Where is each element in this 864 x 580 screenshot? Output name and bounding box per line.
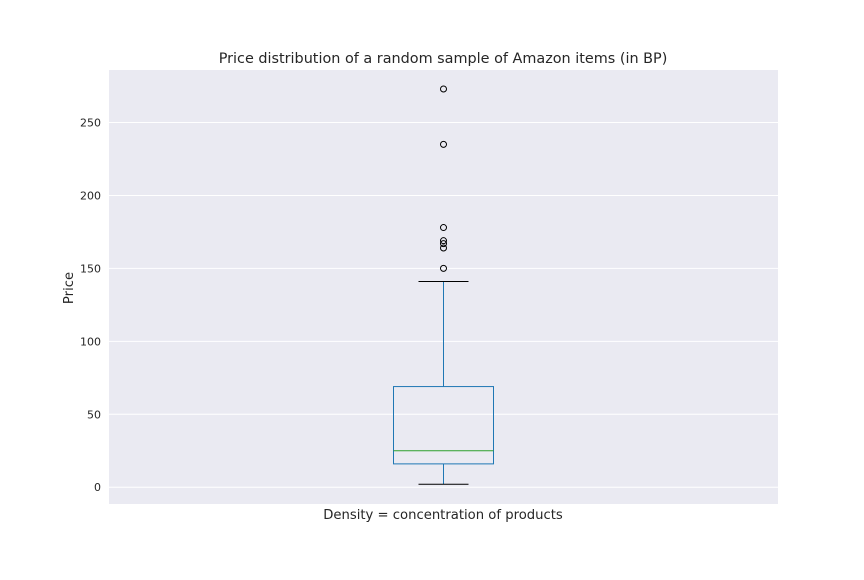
y-tick-label-150: 150 <box>80 262 101 275</box>
outlier-point-0 <box>440 264 447 272</box>
y-tick-labels: 0 50 100 150 200 250 <box>80 117 101 495</box>
box-plot <box>393 85 494 485</box>
outlier-point-5 <box>440 140 447 148</box>
outlier-point-3 <box>440 237 447 245</box>
y-tick-label-200: 200 <box>80 189 101 202</box>
outlier-point-2 <box>440 240 447 248</box>
y-tick-label-0: 0 <box>94 481 101 494</box>
outlier-point-6 <box>440 85 447 93</box>
outlier-point-1 <box>440 244 447 252</box>
y-tick-label-100: 100 <box>80 335 101 348</box>
y-axis-label: Price <box>62 272 77 304</box>
outlier-point-4 <box>440 224 447 232</box>
y-tick-label-50: 50 <box>87 408 101 421</box>
chart-title: Price distribution of a random sample of… <box>219 51 668 67</box>
y-tick-label-250: 250 <box>80 117 101 130</box>
iqr-box <box>393 386 494 465</box>
x-axis-label: Density = concentration of products <box>323 508 563 523</box>
